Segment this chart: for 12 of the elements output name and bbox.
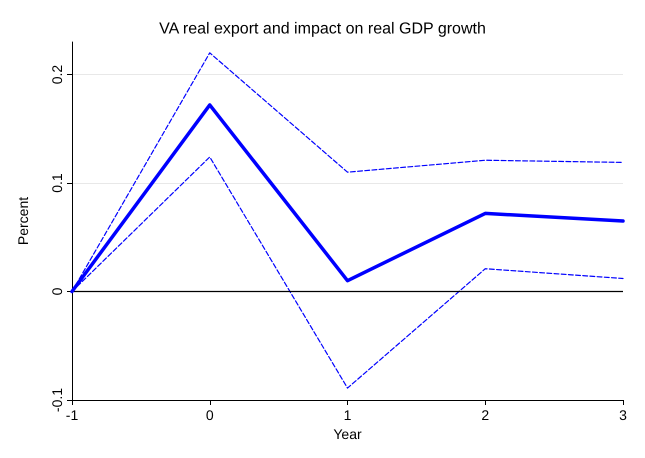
x-tick-label: 1	[344, 407, 352, 423]
y-tick-label: -0.1	[49, 388, 65, 412]
x-axis-title: Year	[333, 426, 362, 442]
chart-title: VA real export and impact on real GDP growth	[159, 20, 486, 38]
x-tick-label: 0	[206, 407, 214, 423]
y-tick-label: 0.1	[49, 173, 65, 193]
y-tick-label: 0.2	[49, 64, 65, 84]
x-tick-label: 2	[481, 407, 490, 423]
x-tick-label: 3	[619, 407, 628, 423]
y-axis-title: Percent	[15, 196, 31, 246]
x-tick-label: -1	[66, 407, 78, 423]
y-tick-label: 0	[49, 287, 65, 296]
